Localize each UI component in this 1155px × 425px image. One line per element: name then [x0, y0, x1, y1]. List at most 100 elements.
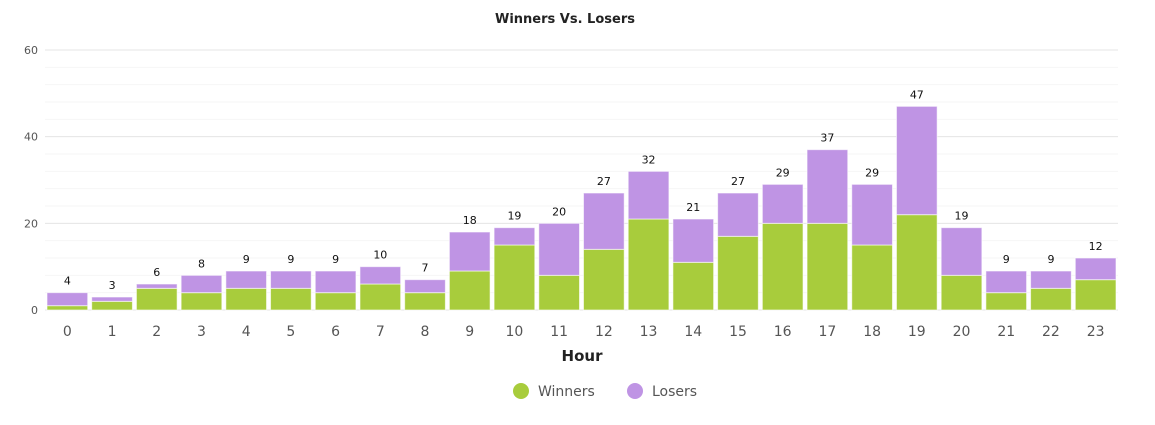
bar-winners-22[interactable] [1030, 287, 1072, 311]
x-tick-label: 7 [376, 324, 385, 340]
y-tick-label: 40 [24, 131, 38, 144]
bar-losers-17[interactable] [806, 149, 849, 224]
bar-losers-8[interactable] [404, 279, 446, 294]
x-tick-label: 6 [331, 324, 340, 340]
legend-label-losers: Losers [652, 384, 697, 400]
bar-losers-14[interactable] [672, 218, 715, 263]
bar-winners-17[interactable] [806, 222, 849, 311]
bar-winners-19[interactable] [895, 214, 938, 311]
bar-winners-20[interactable] [940, 274, 983, 311]
total-label: 18 [463, 214, 477, 227]
bar-losers-0[interactable] [46, 292, 89, 307]
chart-title: Winners Vs. Losers [495, 12, 635, 27]
bar-winners-15[interactable] [717, 235, 759, 311]
bar-losers-12[interactable] [583, 192, 625, 250]
total-label: 19 [955, 210, 969, 223]
x-tick-label: 23 [1087, 324, 1105, 340]
total-label: 10 [373, 249, 387, 262]
x-tick-label: 22 [1042, 324, 1060, 340]
bar-winners-14[interactable] [672, 261, 715, 311]
bar-winners-16[interactable] [761, 222, 804, 311]
total-label: 4 [64, 275, 71, 288]
bar-losers-18[interactable] [851, 183, 893, 246]
bar-losers-4[interactable] [225, 270, 268, 289]
total-label: 19 [507, 210, 521, 223]
x-tick-label: 15 [729, 324, 747, 340]
x-tick-label: 5 [286, 324, 295, 340]
total-label: 29 [865, 166, 879, 179]
bar-winners-13[interactable] [627, 218, 670, 311]
x-tick-label: 3 [197, 324, 206, 340]
x-tick-label: 11 [550, 324, 568, 340]
bar-winners-1[interactable] [91, 300, 133, 311]
bar-losers-23[interactable] [1074, 257, 1117, 281]
bar-winners-6[interactable] [314, 292, 357, 311]
bar-winners-9[interactable] [448, 270, 491, 311]
x-axis-label: Hour [562, 347, 604, 365]
total-label: 8 [198, 257, 205, 270]
total-label: 12 [1089, 240, 1103, 253]
bar-winners-12[interactable] [583, 248, 625, 311]
bar-losers-10[interactable] [493, 227, 536, 246]
legend-item-winners[interactable]: Winners [513, 383, 595, 400]
bar-winners-23[interactable] [1074, 279, 1117, 311]
x-tick-label: 9 [465, 324, 474, 340]
bar-winners-7[interactable] [359, 283, 402, 311]
total-label: 27 [597, 175, 611, 188]
x-tick-label: 8 [421, 324, 430, 340]
x-tick-label: 4 [242, 324, 251, 340]
legend: Winners Losers [513, 383, 697, 400]
bar-winners-8[interactable] [404, 292, 446, 311]
x-tick-label: 13 [640, 324, 658, 340]
bar-winners-21[interactable] [985, 292, 1028, 311]
bar-losers-3[interactable] [180, 274, 223, 294]
x-tick-label: 19 [908, 324, 926, 340]
legend-swatch-winners [513, 383, 529, 399]
bar-winners-0[interactable] [46, 305, 89, 311]
x-tick-label: 10 [506, 324, 524, 340]
bar-losers-6[interactable] [314, 270, 357, 294]
bar-winners-4[interactable] [225, 287, 268, 311]
total-label: 27 [731, 175, 745, 188]
legend-item-losers[interactable]: Losers [627, 383, 697, 400]
y-tick-label: 20 [24, 217, 38, 230]
total-label: 20 [552, 205, 566, 218]
total-label: 21 [686, 201, 700, 214]
bar-losers-16[interactable] [761, 183, 804, 224]
bar-winners-3[interactable] [180, 292, 223, 311]
x-tick-label: 2 [152, 324, 161, 340]
bar-losers-7[interactable] [359, 266, 402, 285]
total-label: 9 [243, 253, 250, 266]
x-tick-label: 1 [108, 324, 117, 340]
bar-winners-2[interactable] [135, 287, 178, 311]
bar-winners-11[interactable] [538, 274, 581, 311]
x-tick-label: 20 [953, 324, 971, 340]
legend-swatch-losers [627, 383, 643, 399]
x-tick-label: 18 [863, 324, 881, 340]
bar-losers-2[interactable] [135, 283, 178, 289]
total-label: 29 [776, 166, 790, 179]
bar-losers-19[interactable] [895, 105, 938, 216]
total-label: 9 [287, 253, 294, 266]
bar-losers-5[interactable] [270, 270, 312, 289]
bar-losers-1[interactable] [91, 296, 133, 302]
bar-losers-22[interactable] [1030, 270, 1072, 289]
total-label: 37 [820, 132, 834, 145]
y-tick-label: 0 [31, 304, 38, 317]
x-tick-label: 16 [774, 324, 792, 340]
bar-winners-10[interactable] [493, 244, 536, 311]
x-tick-label: 17 [818, 324, 836, 340]
bar-losers-13[interactable] [627, 170, 670, 220]
total-label: 6 [153, 266, 160, 279]
bar-losers-11[interactable] [538, 222, 581, 276]
bar-losers-21[interactable] [985, 270, 1028, 294]
total-label: 32 [642, 153, 656, 166]
total-label: 9 [1047, 253, 1054, 266]
bar-losers-15[interactable] [717, 192, 759, 237]
bar-winners-18[interactable] [851, 244, 893, 311]
bar-losers-20[interactable] [940, 227, 983, 276]
total-label: 47 [910, 88, 924, 101]
bar-winners-5[interactable] [270, 287, 312, 311]
bar-losers-9[interactable] [448, 231, 491, 272]
